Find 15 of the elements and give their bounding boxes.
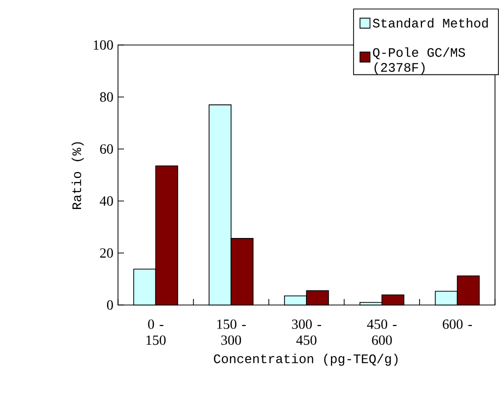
- x-tick-label: 0 - 150: [146, 320, 166, 345]
- y-tick-label: 0: [107, 300, 113, 310]
- y-tick-label: 100: [94, 40, 113, 50]
- x-tick-label: 450 - 600: [367, 320, 396, 345]
- legend-label: Standard Method: [372, 18, 488, 28]
- x-tick-label: 600 -: [442, 320, 472, 329]
- x-axis-title: Concentration (pg-TEQ/g): [214, 354, 398, 366]
- y-tick-label: 20: [100, 248, 113, 258]
- y-tick-label: 60: [100, 144, 113, 154]
- y-axis-title: Ratio (%): [72, 142, 84, 209]
- y-tick-label: 80: [100, 92, 113, 102]
- legend-label: Q-Pole GC/MS (2378F): [373, 47, 465, 74]
- x-tick-label: 300 - 450: [292, 320, 322, 345]
- x-tick-label: 150 - 300: [217, 320, 246, 345]
- y-tick-label: 40: [100, 196, 113, 206]
